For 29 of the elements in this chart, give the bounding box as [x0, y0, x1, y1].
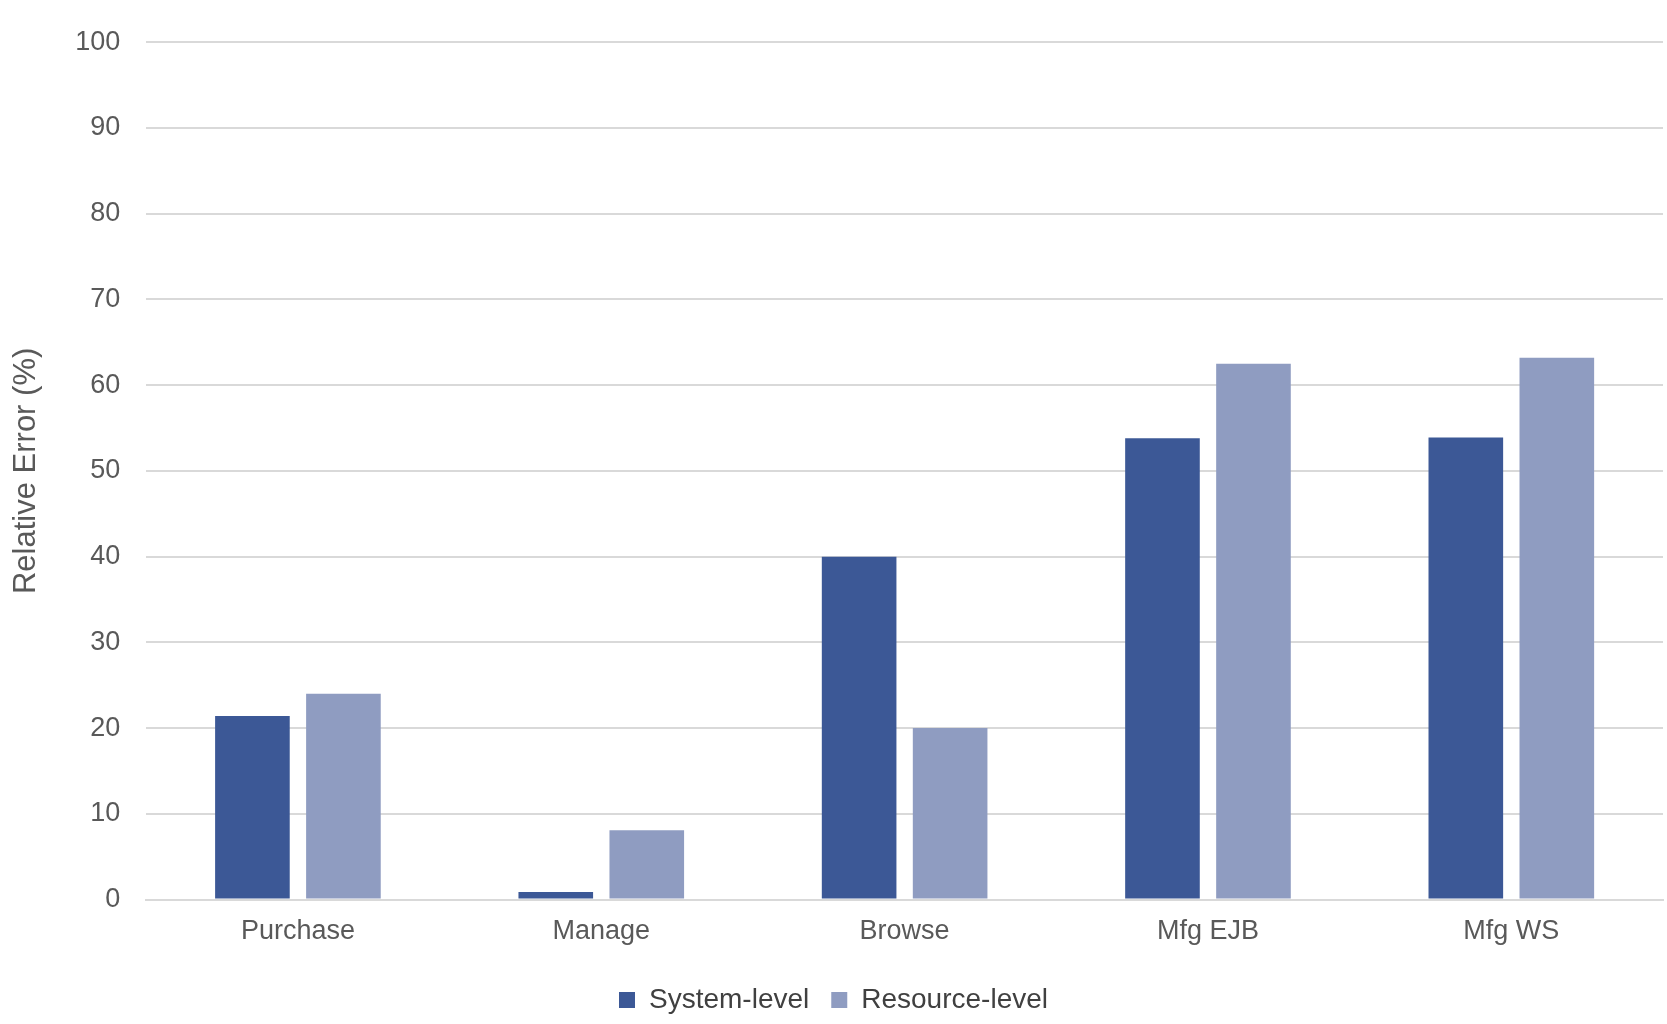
y-tick-label: 0 [105, 883, 121, 914]
y-tick-label: 60 [90, 368, 121, 399]
bar [1428, 437, 1504, 899]
x-tick-label: Browse [859, 915, 950, 946]
bar [215, 716, 290, 899]
y-tick-label: 40 [90, 540, 121, 571]
bar [1519, 357, 1595, 899]
y-tick-label: 30 [90, 625, 121, 656]
y-tick-label: 90 [90, 111, 121, 142]
y-tick-label: 70 [90, 282, 121, 313]
legend-label: System-level [649, 982, 810, 1014]
bar [306, 693, 381, 899]
bar [1216, 363, 1291, 899]
y-tick-label: 80 [90, 197, 121, 228]
x-tick-label: Mfg EJB [1156, 915, 1259, 946]
x-tick-label: Manage [552, 915, 651, 946]
bar [609, 830, 685, 899]
y-tick-label: 10 [90, 797, 121, 828]
y-tick-label: 100 [75, 25, 121, 56]
y-tick-label: 50 [90, 454, 121, 485]
x-tick-label: Purchase [240, 915, 355, 946]
bar [821, 556, 897, 899]
bar [912, 728, 988, 899]
bar [1125, 438, 1200, 899]
legend-label: Resource-level [861, 982, 1049, 1014]
bar [518, 891, 594, 899]
y-tick-label: 20 [90, 711, 121, 742]
y-axis-title: Relative Error (%) [7, 347, 43, 595]
x-tick-label: Mfg WS [1463, 915, 1560, 946]
